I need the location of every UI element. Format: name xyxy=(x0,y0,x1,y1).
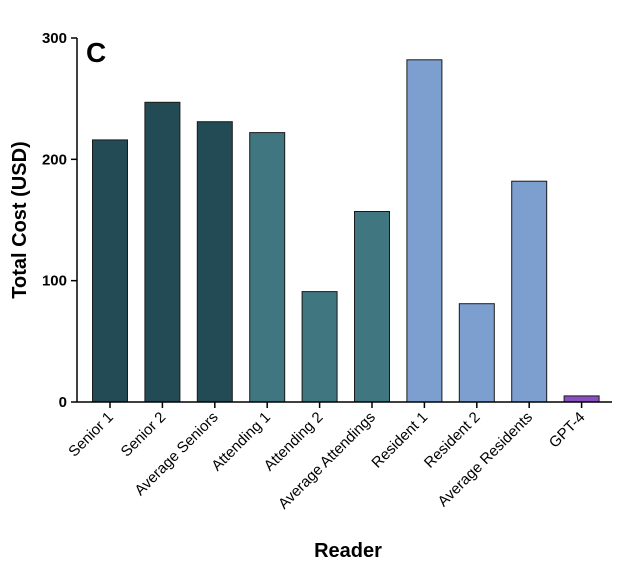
bar-average-residents xyxy=(511,180,548,403)
x-tick-label: GPT-4 xyxy=(546,409,589,452)
x-axis-title: Reader xyxy=(314,540,382,562)
y-ticks-group: 0 100 200 300 xyxy=(42,30,77,411)
y-tick-label: 100 xyxy=(42,273,67,290)
x-tick-label: Average Residents xyxy=(435,409,536,510)
x-tick-label: Average Attendings xyxy=(275,409,379,513)
bar-attending-1 xyxy=(249,132,286,403)
y-axis-title: Total Cost (USD) xyxy=(9,141,31,298)
x-tick-label: Senior 1 xyxy=(65,409,117,461)
bar-attending-2 xyxy=(301,291,338,403)
bar-senior-1 xyxy=(92,139,128,403)
y-tick-label: 200 xyxy=(42,151,67,168)
bar-average-attendings xyxy=(354,211,390,403)
bar-senior-2 xyxy=(144,101,181,403)
y-tick-label: 300 xyxy=(42,30,67,47)
x-tick-label: Resident 1 xyxy=(368,409,431,472)
bar-resident-1 xyxy=(406,59,443,403)
bar-gpt-4 xyxy=(563,395,600,403)
bar-average-seniors xyxy=(196,121,233,403)
y-tick-label: 0 xyxy=(59,394,67,411)
panel-label: C xyxy=(86,37,106,68)
bars-group xyxy=(92,59,600,403)
x-tick-label: Senior 2 xyxy=(118,409,170,461)
bar-resident-2 xyxy=(458,303,495,403)
